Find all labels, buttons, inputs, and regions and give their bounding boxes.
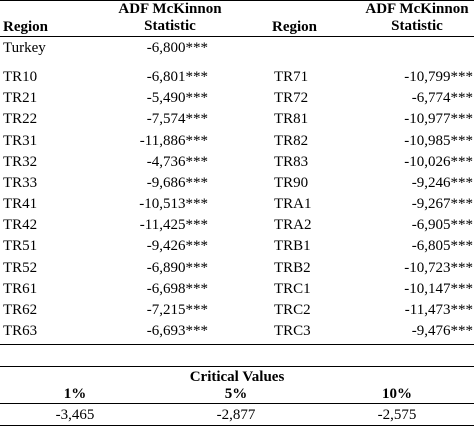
left-stat-cell: -7,574***: [146, 111, 208, 127]
right-stat-cell: -10,147***: [404, 281, 473, 297]
table-row: TR61 -6,698*** TRC1 -10,147***: [0, 279, 474, 300]
right-stat-cell: -10,026***: [404, 154, 473, 170]
right-stat-cell: -6,905***: [411, 217, 473, 233]
critical-value-5pct: -2,877: [216, 407, 256, 423]
turkey-region: Turkey: [3, 40, 46, 56]
right-stat-cell: -10,723***: [404, 260, 473, 276]
left-region-cell: TR62: [3, 302, 38, 318]
left-region-cell: TR22: [3, 111, 38, 127]
right-stat-cell: -9,246***: [411, 175, 473, 191]
left-region-cell: TR52: [3, 260, 38, 276]
header-region-right: Region: [272, 19, 317, 35]
left-stat-cell: -10,513***: [139, 196, 208, 212]
table-row: TR51 -9,426*** TRB1 -6,805***: [0, 236, 474, 257]
header-stat-right-line1: ADF McKinnon: [365, 1, 469, 17]
critical-mid-rule: [0, 403, 474, 404]
right-stat-cell: -10,799***: [404, 69, 473, 85]
bottom-rule: [0, 425, 474, 426]
left-stat-cell: -6,890***: [146, 260, 208, 276]
right-region-cell: TRB1: [274, 238, 311, 254]
right-stat-cell: -9,267***: [411, 196, 473, 212]
critical-level-1pct: 1%: [63, 386, 87, 402]
right-region-cell: TRC1: [274, 281, 311, 297]
table-row: TR41 -10,513*** TRA1 -9,267***: [0, 194, 474, 215]
turkey-stat: -6,800***: [146, 40, 208, 56]
critical-value-10pct: -2,575: [377, 407, 417, 423]
left-region-cell: TR31: [3, 133, 38, 149]
right-region-cell: TR83: [274, 154, 309, 170]
table-row: TR62 -7,215*** TRC2 -11,473***: [0, 300, 474, 321]
right-region-cell: TRA2: [274, 217, 312, 233]
left-region-cell: TR10: [3, 69, 38, 85]
header-stat-right-line2: Statistic: [391, 18, 443, 34]
right-region-cell: TRA1: [274, 196, 312, 212]
header-stat-left-line1: ADF McKinnon: [118, 1, 222, 17]
right-region-cell: TR71: [274, 69, 309, 85]
table-row: TR63 -6,693*** TRC3 -9,476***: [0, 321, 474, 342]
right-stat-cell: -6,805***: [411, 238, 473, 254]
left-stat-cell: -6,693***: [146, 323, 208, 339]
right-region-cell: TR72: [274, 90, 309, 106]
critical-value-1pct: -3,465: [55, 407, 95, 423]
table-row: TR52 -6,890*** TRB2 -10,723***: [0, 258, 474, 279]
left-stat-cell: -5,490***: [146, 90, 208, 106]
left-region-cell: TR42: [3, 217, 38, 233]
left-region-cell: TR33: [3, 175, 38, 191]
critical-level-5pct: 5%: [224, 386, 248, 402]
right-region-cell: TR81: [274, 111, 309, 127]
left-region-cell: TR21: [3, 90, 38, 106]
header-region-left: Region: [3, 19, 48, 35]
table-row: TR10 -6,801*** TR71 -10,799***: [0, 67, 474, 88]
left-stat-cell: -7,215***: [146, 302, 208, 318]
left-stat-cell: -4,736***: [146, 154, 208, 170]
table-row: TR33 -9,686*** TR90 -9,246***: [0, 173, 474, 194]
right-stat-cell: -11,473***: [404, 302, 473, 318]
left-stat-cell: -6,801***: [146, 69, 208, 85]
right-region-cell: TRC3: [274, 323, 311, 339]
table-row: TR31 -11,886*** TR82 -10,985***: [0, 131, 474, 152]
left-stat-cell: -9,426***: [146, 238, 208, 254]
right-region-cell: TR90: [274, 175, 309, 191]
left-region-cell: TR63: [3, 323, 38, 339]
right-stat-cell: -10,985***: [404, 133, 473, 149]
top-rule: [0, 0, 474, 1]
table-row: TR32 -4,736*** TR83 -10,026***: [0, 152, 474, 173]
header-stat-left-line2: Statistic: [144, 18, 196, 34]
right-region-cell: TRB2: [274, 260, 311, 276]
critical-top-rule: [0, 366, 474, 367]
left-region-cell: TR61: [3, 281, 38, 297]
header-rule: [0, 36, 474, 37]
table-row: TR22 -7,574*** TR81 -10,977***: [0, 109, 474, 130]
left-region-cell: TR51: [3, 238, 38, 254]
table-row: TR42 -11,425*** TRA2 -6,905***: [0, 215, 474, 236]
table-bottom-rule: [0, 344, 474, 345]
critical-values-title: Critical Values: [189, 369, 285, 385]
left-stat-cell: -6,698***: [146, 281, 208, 297]
right-stat-cell: -9,476***: [411, 323, 473, 339]
table-row: TR21 -5,490*** TR72 -6,774***: [0, 88, 474, 109]
critical-level-10pct: 10%: [382, 386, 412, 402]
left-stat-cell: -9,686***: [146, 175, 208, 191]
left-stat-cell: -11,425***: [139, 217, 208, 233]
left-stat-cell: -11,886***: [139, 133, 208, 149]
right-region-cell: TRC2: [274, 302, 311, 318]
left-region-cell: TR41: [3, 196, 38, 212]
right-region-cell: TR82: [274, 133, 309, 149]
right-stat-cell: -6,774***: [411, 90, 473, 106]
left-region-cell: TR32: [3, 154, 38, 170]
right-stat-cell: -10,977***: [404, 111, 473, 127]
